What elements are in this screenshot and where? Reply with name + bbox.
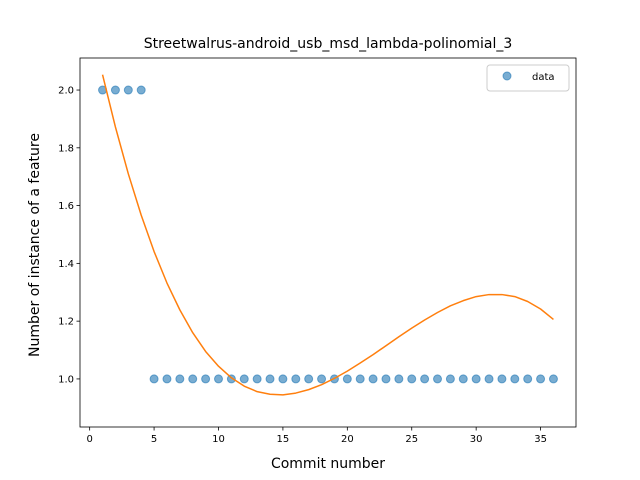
data-point <box>137 86 145 94</box>
data-point <box>356 375 364 383</box>
data-point <box>279 375 287 383</box>
data-point <box>446 375 454 383</box>
legend-label: data <box>532 72 555 83</box>
data-point <box>292 375 300 383</box>
legend-frame <box>487 65 569 91</box>
data-point <box>214 375 222 383</box>
x-tick-label: 0 <box>86 434 92 445</box>
data-point <box>343 375 351 383</box>
data-point <box>163 375 171 383</box>
y-tick-label: 1.8 <box>58 143 74 154</box>
data-point <box>549 375 557 383</box>
data-point <box>459 375 467 383</box>
data-point <box>485 375 493 383</box>
data-point <box>421 375 429 383</box>
x-tick-label: 20 <box>341 434 354 445</box>
y-tick-label: 1.4 <box>58 259 74 270</box>
data-point <box>434 375 442 383</box>
data-point <box>124 86 132 94</box>
data-point <box>266 375 274 383</box>
data-point <box>369 375 377 383</box>
data-point <box>111 86 119 94</box>
data-point <box>498 375 506 383</box>
data-point <box>240 375 248 383</box>
legend-marker <box>503 72 511 80</box>
y-axis-label: Number of instance of a feature <box>27 133 43 357</box>
data-point <box>472 375 480 383</box>
x-tick-label: 35 <box>534 434 547 445</box>
data-point <box>176 375 184 383</box>
x-tick-label: 25 <box>405 434 418 445</box>
data-point <box>395 375 403 383</box>
chart-title: Streetwalrus-android_usb_msd_lambda-poli… <box>144 36 513 52</box>
y-tick-label: 2.0 <box>58 86 74 97</box>
y-tick-label: 1.0 <box>58 374 74 385</box>
data-point <box>524 375 532 383</box>
x-tick-label: 5 <box>151 434 157 445</box>
data-point <box>537 375 545 383</box>
data-point <box>511 375 519 383</box>
data-point <box>382 375 390 383</box>
legend: data <box>487 65 569 91</box>
x-tick-label: 10 <box>212 434 225 445</box>
data-point <box>253 375 261 383</box>
y-tick-label: 1.6 <box>58 201 74 212</box>
data-point <box>150 375 158 383</box>
x-tick-label: 30 <box>470 434 483 445</box>
data-point <box>202 375 210 383</box>
y-tick-label: 1.2 <box>58 317 74 328</box>
data-point <box>305 375 313 383</box>
data-point <box>318 375 326 383</box>
data-point <box>189 375 197 383</box>
data-point <box>408 375 416 383</box>
x-axis-label: Commit number <box>271 456 385 472</box>
x-tick-label: 15 <box>277 434 290 445</box>
